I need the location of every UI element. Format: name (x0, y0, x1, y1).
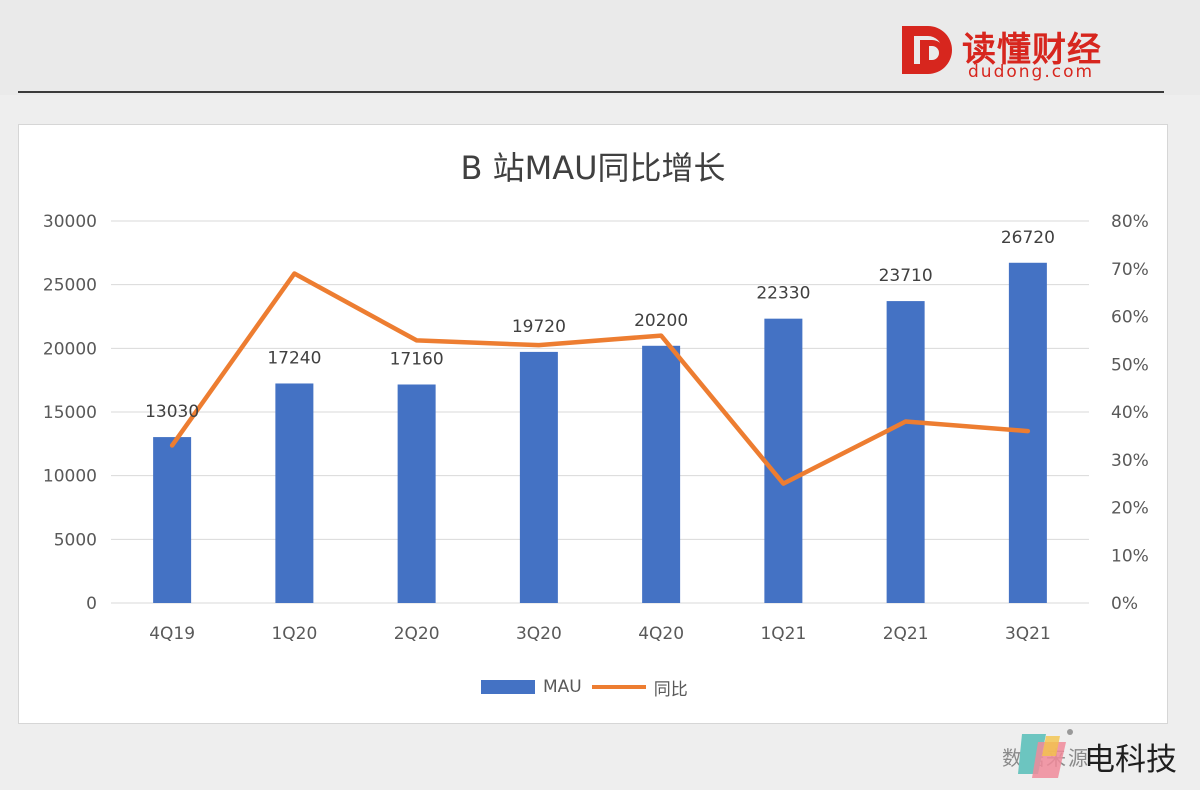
point-yoy (659, 334, 663, 338)
line-yoy (169, 271, 1031, 486)
header-background (0, 0, 1200, 95)
brand-name: 读懂财经 (962, 30, 1102, 70)
point-yoy (415, 338, 419, 342)
bar-data-label: 17160 (390, 349, 444, 369)
bar-data-label: 20200 (634, 311, 688, 331)
bar-data-label: 19720 (512, 317, 566, 337)
bar-mau (642, 345, 681, 603)
bar-mau (397, 384, 436, 603)
point-yoy (292, 272, 296, 276)
y2-tick-label: 30% (1111, 451, 1149, 471)
legend-line-swatch (591, 685, 646, 689)
x-tick-label: 3Q21 (1005, 624, 1051, 644)
bar-mau (886, 301, 925, 603)
bar-mau (764, 318, 803, 603)
point-yoy (904, 420, 908, 424)
chart-legend: MAU 同比 (481, 675, 688, 700)
header-divider (18, 91, 1164, 93)
legend-line-label: 同比 (653, 679, 688, 700)
y-tick-label: 5000 (54, 530, 97, 550)
brand-header: 读懂财经 dudong.com (898, 18, 1128, 88)
bar-data-label: 23710 (879, 266, 933, 286)
y2-tick-label: 10% (1111, 546, 1149, 566)
brand-url: dudong.com (968, 62, 1095, 82)
point-yoy (781, 482, 785, 486)
y-tick-label: 30000 (43, 212, 97, 232)
y2-tick-label: 80% (1111, 212, 1149, 232)
point-yoy (1026, 429, 1030, 433)
y-tick-label: 20000 (43, 339, 97, 359)
y-tick-label: 15000 (43, 403, 97, 423)
dd-logo-icon (902, 26, 952, 74)
electric-tech-logo-icon (1018, 729, 1073, 778)
bar-data-label: 17240 (267, 348, 321, 368)
bar-mau (519, 351, 558, 603)
x-tick-label: 3Q20 (516, 624, 562, 644)
y2-tick-label: 60% (1111, 308, 1149, 328)
y-tick-label: 25000 (43, 276, 97, 296)
y2-tick-label: 50% (1111, 355, 1149, 375)
chart-title: B 站MAU同比增长 (460, 149, 726, 187)
point-yoy (170, 443, 174, 447)
y-tick-label: 10000 (43, 467, 97, 487)
y2-tick-label: 20% (1111, 499, 1149, 519)
x-tick-label: 4Q20 (638, 624, 684, 644)
y2-tick-label: 0% (1111, 594, 1138, 614)
bar-data-label: 22330 (756, 284, 810, 304)
bar-data-label: 26720 (1001, 228, 1055, 248)
mau-chart: 0 5000 10000 15000 20000 25000 30000 0% 10% 20% 30… (43, 212, 1149, 644)
chart-card: B 站MAU同比增长 0 5000 10000 15000 20000 25000 3000… (18, 124, 1168, 724)
bar-mau (153, 437, 192, 603)
x-tick-label: 4Q19 (149, 624, 195, 644)
legend-bar-label: MAU (543, 677, 582, 697)
watermark-text: 电科技 (1084, 742, 1177, 778)
bar-mau (275, 383, 314, 603)
y2-tick-label: 70% (1111, 260, 1149, 280)
point-yoy (537, 343, 541, 347)
y-tick-label: 0 (86, 594, 97, 614)
x-tick-label: 1Q21 (760, 624, 806, 644)
x-tick-label: 1Q20 (271, 624, 317, 644)
legend-bar-swatch (481, 680, 535, 694)
y2-tick-label: 40% (1111, 403, 1149, 423)
bar-data-label: 13030 (145, 402, 199, 422)
x-tick-label: 2Q21 (883, 624, 929, 644)
x-tick-label: 2Q20 (394, 624, 440, 644)
